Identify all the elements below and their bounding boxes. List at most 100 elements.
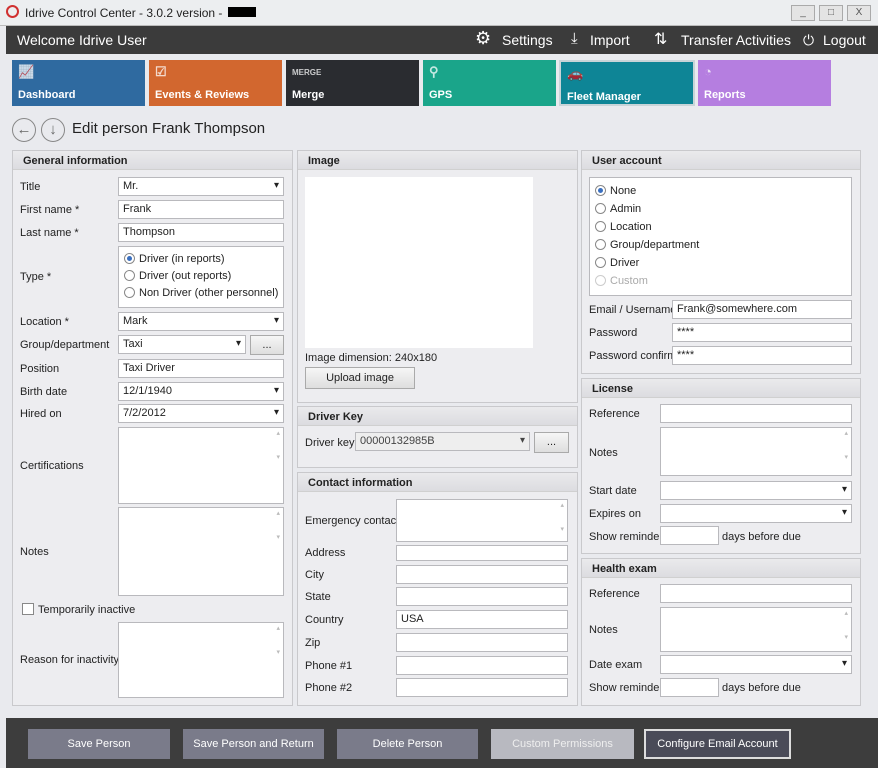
date-exam-picker[interactable] bbox=[660, 655, 852, 674]
first-name-input[interactable]: Frank bbox=[118, 200, 284, 219]
import-link[interactable]: Import bbox=[590, 32, 630, 48]
map-pin-icon: ⚲ bbox=[429, 64, 439, 79]
role-radio-driver[interactable] bbox=[595, 257, 606, 268]
zip-label: Zip bbox=[305, 637, 321, 649]
birth-date-label: Birth date bbox=[20, 386, 68, 398]
license-notes-textarea[interactable] bbox=[660, 427, 852, 476]
section-header: Health exam bbox=[582, 559, 860, 578]
city-input[interactable] bbox=[396, 565, 568, 584]
window-title: Idrive Control Center - 3.0.2 version - bbox=[25, 6, 223, 20]
type-radio-group bbox=[118, 246, 284, 308]
title-label: Title bbox=[20, 181, 41, 193]
driver-key-browse-button[interactable]: ... bbox=[534, 432, 569, 453]
health-reference-input[interactable] bbox=[660, 584, 852, 603]
type-radio-driver-in[interactable] bbox=[124, 253, 135, 264]
state-input[interactable] bbox=[396, 587, 568, 606]
clipboard-icon: ☑ bbox=[155, 64, 167, 79]
email-label: Email / Username bbox=[589, 304, 677, 316]
notes-label: Notes bbox=[20, 546, 49, 558]
close-button[interactable]: X bbox=[847, 5, 871, 21]
position-label: Position bbox=[20, 363, 60, 375]
down-arrow-icon[interactable]: ↓ bbox=[41, 118, 65, 142]
phone1-input[interactable] bbox=[396, 656, 568, 675]
country-input[interactable]: USA bbox=[396, 610, 568, 629]
download-icon: ⤓ bbox=[571, 30, 578, 47]
group-select[interactable]: Taxi bbox=[118, 335, 246, 354]
maximize-button[interactable]: □ bbox=[819, 5, 843, 21]
role-radio-admin[interactable] bbox=[595, 203, 606, 214]
type-radio-driver-out[interactable] bbox=[124, 270, 135, 281]
temporarily-inactive-checkbox[interactable] bbox=[22, 603, 34, 615]
settings-link[interactable]: Settings bbox=[502, 32, 553, 48]
address-input[interactable] bbox=[396, 545, 568, 561]
password-confirm-input[interactable]: **** bbox=[672, 346, 852, 365]
logout-link[interactable]: Logout bbox=[823, 32, 866, 48]
delete-person-button[interactable]: Delete Person bbox=[337, 729, 478, 759]
tile-dashboard[interactable]: 📈 Dashboard bbox=[12, 60, 145, 106]
health-reminder-input[interactable] bbox=[660, 678, 719, 697]
health-notes-textarea[interactable] bbox=[660, 607, 852, 652]
role-radio-group-department[interactable] bbox=[595, 239, 606, 250]
radio-label: Driver (out reports) bbox=[139, 270, 232, 282]
power-icon: ⏻ bbox=[803, 32, 815, 48]
phone1-label: Phone #1 bbox=[305, 660, 353, 672]
image-dimension-text: Image dimension: 240x180 bbox=[305, 352, 438, 364]
hired-on-label: Hired on bbox=[20, 408, 62, 420]
address-label: Address bbox=[305, 547, 346, 559]
email-input[interactable]: Frank@somewhere.com bbox=[672, 300, 852, 319]
driver-key-label: Driver key bbox=[305, 437, 355, 449]
location-select[interactable]: Mark bbox=[118, 312, 284, 331]
hired-on-picker[interactable]: 7/2/2012 bbox=[118, 404, 284, 423]
type-radio-non-driver[interactable] bbox=[124, 287, 135, 298]
certifications-textarea[interactable] bbox=[118, 427, 284, 504]
position-input[interactable]: Taxi Driver bbox=[118, 359, 284, 378]
page-title: Edit person Frank Thompson bbox=[72, 120, 266, 137]
tile-gps[interactable]: ⚲ GPS bbox=[423, 60, 556, 106]
tile-fleet-manager[interactable]: 🚗 Fleet Manager bbox=[559, 60, 695, 106]
tile-merge[interactable]: MERGE Merge bbox=[286, 60, 419, 106]
pie-chart-icon: ◔ bbox=[704, 64, 712, 79]
role-radio-none[interactable] bbox=[595, 185, 606, 196]
minimize-button[interactable]: _ bbox=[791, 5, 815, 21]
license-reminder-input[interactable] bbox=[660, 526, 719, 545]
radio-label: Location bbox=[610, 221, 652, 233]
tile-label: GPS bbox=[429, 89, 453, 101]
password-input[interactable]: **** bbox=[672, 323, 852, 342]
upload-image-button[interactable]: Upload image bbox=[305, 367, 415, 389]
zip-input[interactable] bbox=[396, 633, 568, 652]
section-header: Image bbox=[298, 151, 577, 170]
save-and-return-button[interactable]: Save Person and Return bbox=[183, 729, 324, 759]
radio-label: Custom bbox=[610, 275, 648, 287]
license-reference-label: Reference bbox=[589, 408, 640, 420]
emergency-contact-textarea[interactable] bbox=[396, 499, 568, 542]
app-logo-icon bbox=[6, 5, 19, 18]
back-arrow-icon[interactable]: ← bbox=[12, 118, 36, 142]
password-label: Password bbox=[589, 327, 638, 339]
role-radio-location[interactable] bbox=[595, 221, 606, 232]
emergency-contact-label: Emergency contact bbox=[305, 515, 400, 527]
tile-events-reviews[interactable]: ☑ Events & Reviews bbox=[149, 60, 282, 106]
first-name-label: First name * bbox=[20, 204, 80, 216]
title-select[interactable]: Mr. bbox=[118, 177, 284, 196]
tile-reports[interactable]: ◔ Reports bbox=[698, 60, 831, 106]
group-browse-button[interactable]: ... bbox=[250, 335, 284, 355]
driver-key-select[interactable]: 00000132985B bbox=[355, 432, 530, 451]
start-date-picker[interactable] bbox=[660, 481, 852, 500]
reason-label: Reason for inactivity bbox=[20, 654, 120, 666]
expires-on-picker[interactable] bbox=[660, 504, 852, 523]
configure-email-button[interactable]: Configure Email Account bbox=[644, 729, 791, 759]
tile-label: Fleet Manager bbox=[567, 91, 641, 103]
phone2-input[interactable] bbox=[396, 678, 568, 697]
save-person-button[interactable]: Save Person bbox=[28, 729, 170, 759]
expires-on-label: Expires on bbox=[589, 508, 641, 520]
birth-date-picker[interactable]: 12/1/1940 bbox=[118, 382, 284, 401]
reason-textarea[interactable] bbox=[118, 622, 284, 698]
last-name-input[interactable]: Thompson bbox=[118, 223, 284, 242]
date-exam-label: Date exam bbox=[589, 659, 643, 671]
tile-label: Merge bbox=[292, 89, 325, 101]
notes-textarea[interactable] bbox=[118, 507, 284, 596]
health-notes-label: Notes bbox=[589, 624, 618, 636]
license-reference-input[interactable] bbox=[660, 404, 852, 423]
transfer-activities-link[interactable]: Transfer Activities bbox=[681, 32, 791, 48]
type-label: Type * bbox=[20, 271, 52, 283]
